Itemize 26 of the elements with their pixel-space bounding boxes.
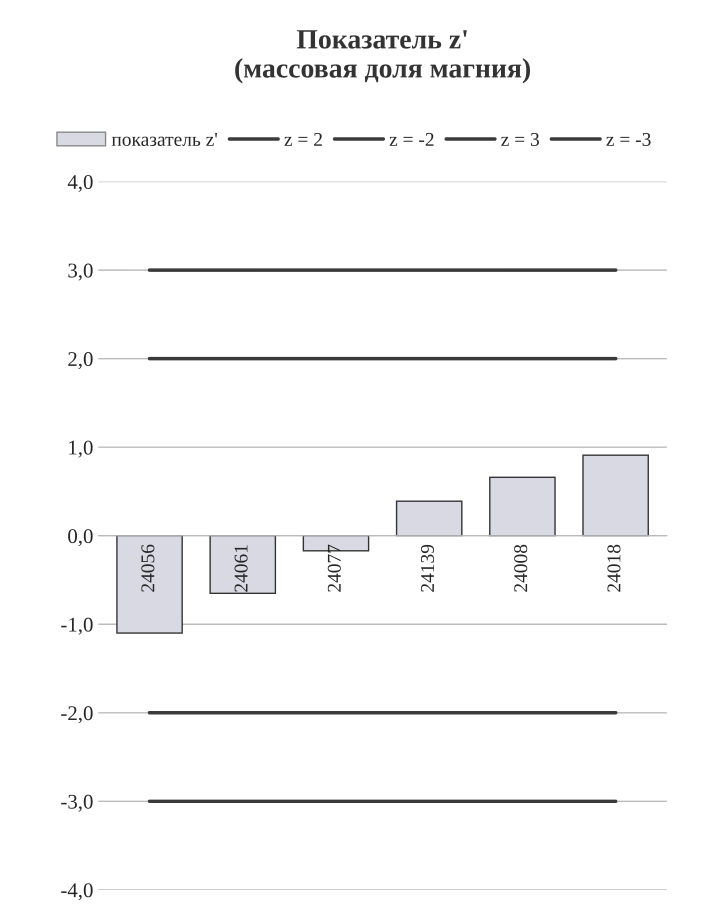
y-tick-label: 0,0 xyxy=(68,529,93,546)
x-tick-label: 24139 xyxy=(421,544,434,592)
y-tick-label: -4,0 xyxy=(61,883,93,900)
legend-label: показатель z' xyxy=(112,133,217,146)
x-tick-label: 24077 xyxy=(328,544,341,592)
y-tick-label: -2,0 xyxy=(61,706,93,724)
x-tick-label: 24061 xyxy=(234,545,248,592)
y-tick-label: 3,0 xyxy=(68,264,93,281)
legend-label: z = 2 xyxy=(284,132,322,146)
chart-title: Показатель z' (массовая доля магния) xyxy=(235,30,530,84)
bar xyxy=(582,454,649,536)
legend-label: z = 3 xyxy=(501,132,539,146)
bar xyxy=(116,535,183,634)
legend-label: z = -2 xyxy=(390,132,434,146)
legend-label: z = -3 xyxy=(606,132,651,146)
x-tick-label: 24056 xyxy=(141,544,154,592)
bar xyxy=(209,535,276,594)
bar xyxy=(489,476,556,536)
y-tick-label: 4,0 xyxy=(68,174,93,192)
bar xyxy=(396,500,463,536)
y-tick-label: 2,0 xyxy=(68,352,93,370)
y-tick-label: -3,0 xyxy=(61,794,93,812)
x-tick-label: 24018 xyxy=(607,544,620,592)
y-tick-label: -1,0 xyxy=(61,618,93,635)
x-tick-label: 24008 xyxy=(514,544,528,592)
y-tick-label: 1,0 xyxy=(69,440,93,458)
